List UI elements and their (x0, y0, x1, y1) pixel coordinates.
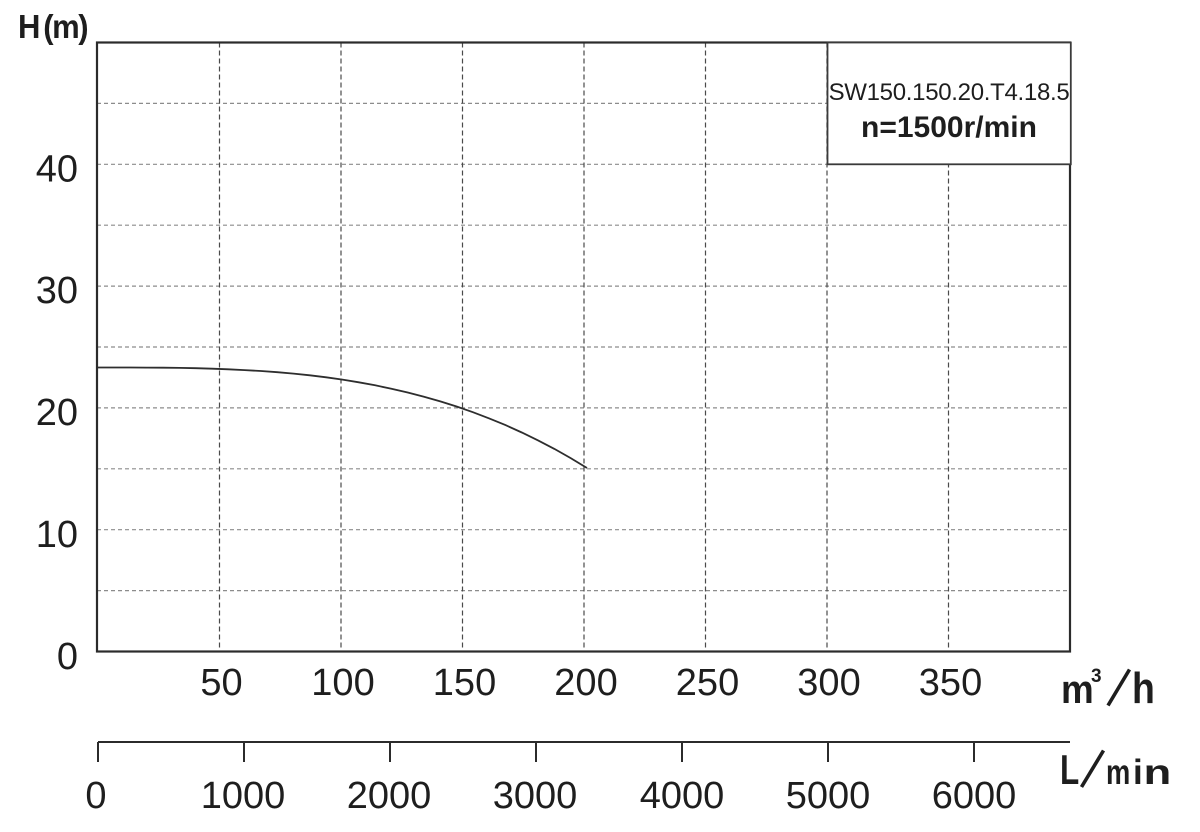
svg-text:m: m (1106, 753, 1130, 792)
svg-text:300: 300 (797, 662, 860, 704)
svg-text:n=1500r/min: n=1500r/min (861, 111, 1037, 144)
svg-text:100: 100 (311, 662, 374, 704)
svg-text:SW150.150.20.T4.18.5: SW150.150.20.T4.18.5 (829, 79, 1070, 106)
svg-text:30: 30 (36, 270, 78, 312)
svg-text:m: m (1061, 668, 1094, 713)
svg-text:0: 0 (57, 636, 78, 678)
svg-text:2000: 2000 (347, 775, 432, 817)
svg-text:200: 200 (554, 662, 617, 704)
svg-text:50: 50 (200, 662, 242, 704)
svg-text:10: 10 (36, 514, 78, 556)
svg-text:0: 0 (85, 775, 106, 817)
svg-text:4000: 4000 (640, 775, 725, 817)
svg-text:H(m): H (m) (18, 8, 88, 45)
svg-text:3: 3 (1091, 666, 1102, 687)
svg-text:1000: 1000 (201, 775, 286, 817)
svg-text:150: 150 (433, 662, 496, 704)
svg-text:h: h (1132, 663, 1155, 713)
svg-text:250: 250 (676, 662, 739, 704)
svg-text:20: 20 (36, 392, 78, 434)
svg-text:350: 350 (919, 662, 982, 704)
svg-text:3000: 3000 (493, 775, 578, 817)
svg-text:n: n (1144, 752, 1172, 792)
svg-text:i: i (1133, 753, 1143, 792)
svg-text:6000: 6000 (932, 775, 1017, 817)
svg-text:L: L (1060, 746, 1079, 794)
svg-text:5000: 5000 (786, 775, 871, 817)
svg-text:40: 40 (36, 149, 78, 191)
